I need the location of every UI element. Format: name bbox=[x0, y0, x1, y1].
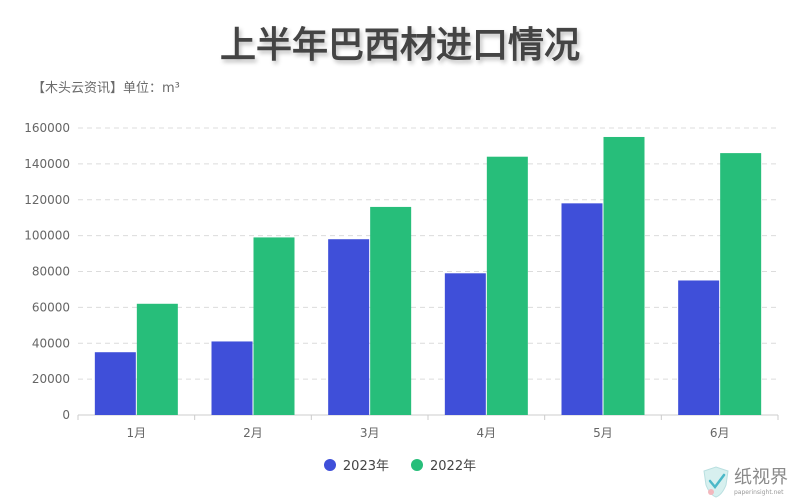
y-tick-label: 120000 bbox=[24, 193, 70, 207]
bar-2023-1[interactable] bbox=[94, 352, 136, 415]
y-tick-label: 40000 bbox=[32, 336, 70, 350]
bar-2022-3[interactable] bbox=[370, 206, 412, 415]
bar-2022-5[interactable] bbox=[603, 136, 645, 415]
watermark-logo: 纸视界 paperinsight.net bbox=[703, 466, 788, 498]
legend-item-2023[interactable]: 2023年 bbox=[323, 455, 389, 474]
y-tick-label: 80000 bbox=[32, 265, 70, 279]
x-tick-label: 1月 bbox=[127, 426, 147, 440]
bar-2023-3[interactable] bbox=[328, 239, 370, 415]
y-tick-label: 100000 bbox=[24, 229, 70, 243]
x-tick-label: 6月 bbox=[710, 426, 730, 440]
x-axis-ticks: 1月 2月 3月 4月 5月 6月 bbox=[77, 415, 779, 440]
bar-2023-5[interactable] bbox=[561, 203, 603, 415]
bars bbox=[94, 136, 762, 416]
bar-2022-4[interactable] bbox=[486, 156, 528, 415]
legend-label-2023: 2023年 bbox=[342, 459, 389, 474]
y-axis-ticks: 0 20000 40000 60000 80000 100000 120000 140000 1… bbox=[24, 121, 70, 422]
legend-label-2022: 2022年 bbox=[430, 459, 477, 474]
y-tick-label: 0 bbox=[62, 408, 70, 422]
y-tick-label: 60000 bbox=[32, 300, 70, 314]
grid-lines bbox=[78, 127, 778, 416]
bar-2023-4[interactable] bbox=[444, 273, 486, 415]
legend-item-2022[interactable]: 2022年 bbox=[411, 455, 476, 474]
bar-2022-2[interactable] bbox=[253, 237, 295, 415]
x-tick-label: 2月 bbox=[243, 426, 263, 440]
y-tick-label: 140000 bbox=[24, 157, 70, 171]
bar-2022-1[interactable] bbox=[136, 303, 178, 415]
x-tick-label: 5月 bbox=[593, 426, 613, 440]
legend: 2023年 2022年 bbox=[0, 455, 800, 474]
chart-subtitle: 【木头云资讯】单位：m³ bbox=[32, 81, 180, 96]
bar-2022-6[interactable] bbox=[720, 153, 762, 416]
y-tick-label: 20000 bbox=[32, 372, 70, 386]
watermark-url: paperinsight.net bbox=[734, 489, 784, 496]
shield-icon bbox=[703, 466, 729, 498]
bar-2023-6[interactable] bbox=[678, 280, 720, 415]
watermark-name: 纸视界 bbox=[734, 467, 788, 488]
chart-title: 上半年巴西材进口情况 bbox=[219, 25, 580, 66]
bar-2023-2[interactable] bbox=[211, 341, 253, 415]
y-tick-label: 160000 bbox=[24, 121, 70, 135]
legend-dot-2022 bbox=[411, 458, 423, 471]
legend-dot-2023 bbox=[323, 458, 336, 471]
x-tick-label: 3月 bbox=[360, 426, 380, 440]
x-tick-label: 4月 bbox=[477, 426, 497, 440]
